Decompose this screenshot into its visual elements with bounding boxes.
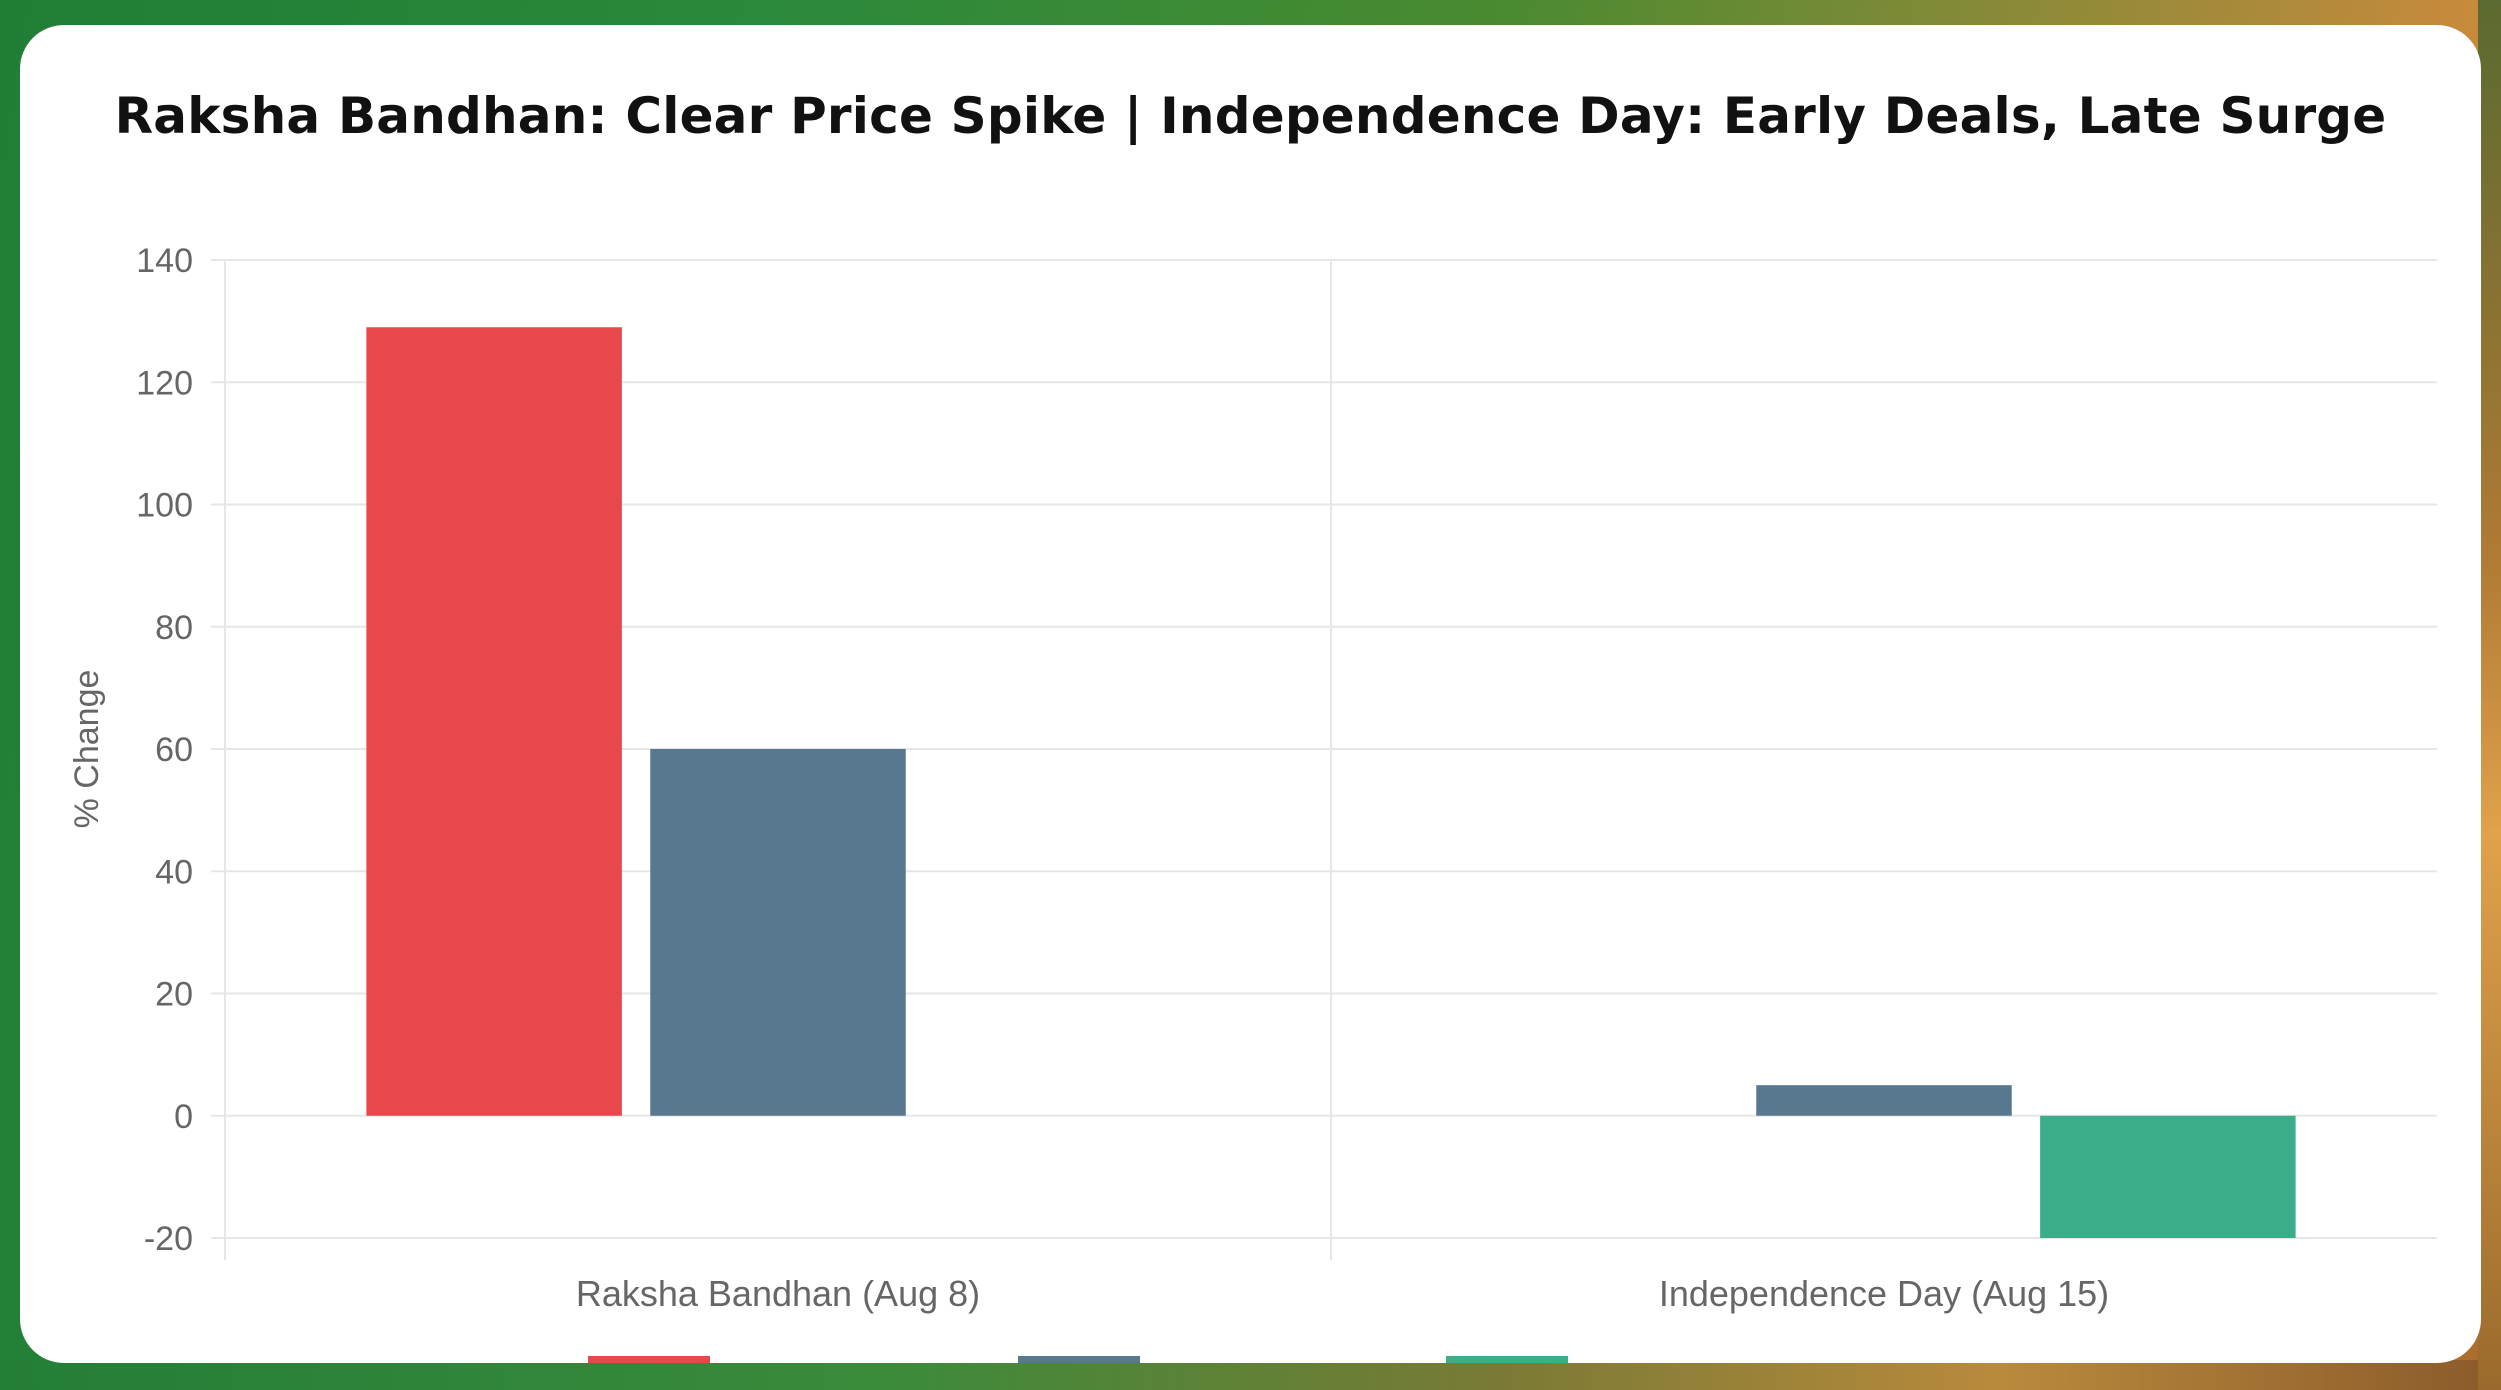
bar-3-2 [2040,1115,2296,1238]
y-tick-label: 20 [155,976,193,1014]
legend-swatch-2 [1018,1356,1140,1363]
y-tick-label: 60 [155,731,193,769]
bar-1-1 [366,327,622,1116]
y-tick-label: 40 [155,853,193,891]
y-tick-label: 80 [155,609,193,647]
background-strip-right [2478,0,2501,1390]
legend-swatch-1 [588,1356,710,1363]
background-strip-bottom [0,1360,2501,1390]
x-tick-label: Independence Day (Aug 15) [1659,1273,2109,1314]
y-axis-label: % Change [68,670,106,829]
chart-title: Raksha Bandhan: Clear Price Spike | Inde… [114,87,2387,145]
legend-swatch-3 [1446,1356,1568,1363]
y-tick-label: 0 [174,1098,193,1136]
chart-card: Raksha Bandhan: Clear Price Spike | Inde… [20,25,2481,1363]
bar-2-1 [650,749,906,1116]
y-tick-label: 100 [136,487,193,525]
bar-2-2 [1756,1085,2012,1116]
y-tick-label: 140 [136,242,193,280]
y-tick-label: -20 [144,1220,193,1258]
y-tick-label: 120 [136,364,193,402]
x-tick-label: Raksha Bandhan (Aug 8) [576,1273,980,1314]
bar-chart: 140 120 100 80 60 40 20 0 -20 % Change Raksha Band… [68,242,2437,1363]
